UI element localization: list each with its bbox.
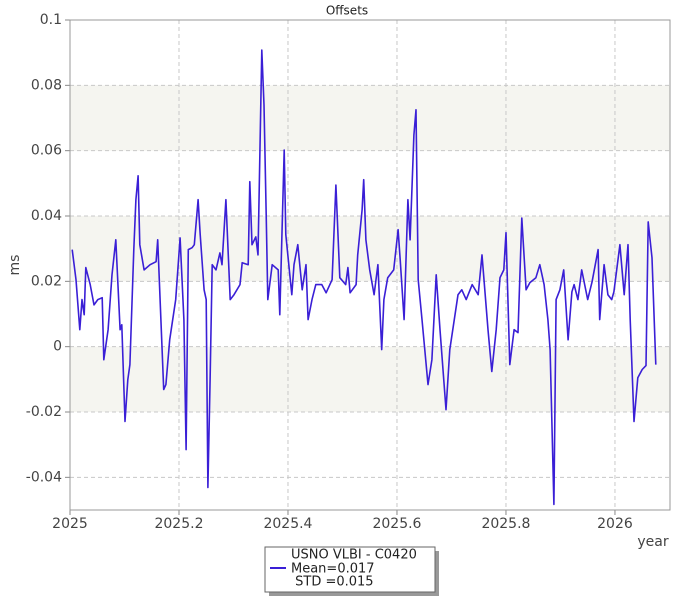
y-axis-label: ms — [7, 255, 23, 276]
band — [70, 346, 670, 412]
x-tick-label: 2026 — [597, 516, 633, 532]
y-tick-label: 0.04 — [31, 208, 62, 224]
chart-title: Offsets — [326, 4, 368, 18]
x-tick-label: 2025.8 — [481, 516, 530, 532]
series-line — [71, 49, 657, 506]
band — [70, 85, 670, 151]
x-tick-label: 2025 — [52, 516, 88, 532]
legend-stat: Mean=0.017 — [291, 562, 375, 577]
y-tick-label: 0 — [53, 339, 62, 355]
y-tick-label: 0.06 — [31, 143, 62, 159]
plot-frame — [69, 19, 671, 511]
legend-stat: STD =0.015 — [291, 575, 374, 590]
y-tick-label: 0.02 — [31, 273, 62, 289]
y-tick-label: 0.1 — [40, 12, 62, 28]
y-tick-label: 0.08 — [31, 77, 62, 93]
y-tick-label: -0.02 — [26, 404, 62, 420]
y-tick-label: -0.04 — [26, 469, 62, 485]
x-tick-label: 2025.4 — [263, 516, 312, 532]
x-tick-label: 2025.2 — [154, 516, 203, 532]
legend-box — [264, 546, 436, 593]
x-tick-label: 2025.6 — [372, 516, 421, 532]
legend-label: USNO VLBI - C0420 — [291, 548, 417, 563]
x-axis-label: year — [637, 534, 668, 550]
